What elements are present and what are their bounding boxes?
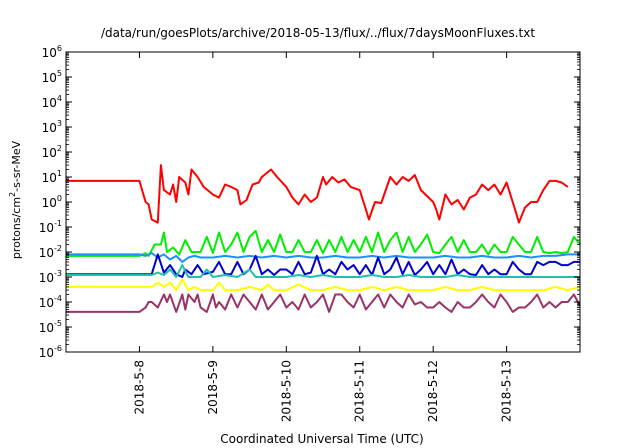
- x-tick-label: 2018-5-10: [279, 360, 293, 422]
- y-axis-label-sup: 2: [8, 192, 17, 197]
- y-tick-label-base: 10: [42, 121, 57, 135]
- y-tick-label: 10-2: [39, 244, 62, 260]
- chart-title: /data/run/goesPlots/archive/2018-05-13/f…: [101, 26, 535, 40]
- y-tick-label-base: 10: [42, 46, 57, 60]
- y-tick-label-base: 10: [42, 146, 57, 160]
- x-tick-label: 2018-5-9: [206, 360, 220, 414]
- y-tick-label-exponent: 1: [57, 169, 62, 178]
- y-tick-label: 105: [42, 69, 62, 85]
- y-tick-label-base: 10: [39, 296, 54, 310]
- y-tick-label: 100: [42, 194, 62, 210]
- series-layer: [66, 164, 581, 313]
- y-tick-label-base: 10: [39, 221, 54, 235]
- y-tick-label: 104: [42, 94, 62, 110]
- y-tick-label-base: 10: [42, 171, 57, 185]
- y-tick-label-base: 10: [42, 196, 57, 210]
- series-line-1: [66, 164, 569, 224]
- y-tick-label-exponent: 0: [57, 194, 62, 203]
- y-tick-label-base: 10: [39, 321, 54, 335]
- y-tick-label-base: 10: [42, 71, 57, 85]
- series-line-4: [66, 253, 580, 278]
- y-tick-label-exponent: -3: [54, 269, 62, 278]
- series-line-7: [66, 293, 581, 313]
- y-tick-label: 10-3: [39, 269, 62, 285]
- y-tick-label-exponent: 3: [57, 119, 62, 128]
- x-tick-label: 2018-5-11: [353, 360, 367, 422]
- series-line-5: [66, 264, 580, 278]
- y-tick-label-exponent: -1: [54, 219, 62, 228]
- y-tick-label-base: 10: [39, 346, 54, 360]
- series-line-3: [66, 252, 580, 263]
- x-axis-label: Coordinated Universal Time (UTC): [220, 432, 423, 446]
- y-axis-label-base: protons/cm: [10, 197, 23, 259]
- y-tick-label-exponent: 2: [57, 144, 62, 153]
- y-tick-label-exponent: -5: [54, 319, 62, 328]
- y-axis-label-rest: -s-sr-MeV: [10, 140, 23, 191]
- y-tick-label: 106: [42, 44, 62, 60]
- series-line-2: [66, 229, 581, 257]
- y-tick-label-exponent: -4: [54, 294, 62, 303]
- y-tick-label-exponent: 6: [57, 44, 62, 53]
- y-tick-label: 102: [42, 144, 62, 160]
- y-tick-label: 10-4: [39, 294, 62, 310]
- y-tick-label-base: 10: [39, 246, 54, 260]
- y-tick-label-exponent: -6: [54, 344, 62, 353]
- y-axis-ticks: 10-610-510-410-310-210-11001011021031041…: [39, 44, 580, 360]
- y-tick-label-base: 10: [42, 96, 57, 110]
- y-axis-label: protons/cm2-s-sr-MeV: [8, 140, 23, 259]
- y-tick-label: 103: [42, 119, 62, 135]
- x-tick-label: 2018-5-8: [132, 360, 146, 414]
- y-tick-label: 101: [42, 169, 62, 185]
- y-tick-label: 10-5: [39, 319, 62, 335]
- y-tick-label-exponent: 5: [57, 69, 62, 78]
- y-tick-label: 10-6: [39, 344, 62, 360]
- x-axis-ticks: 2018-5-8 2018-5-9 2018-5-10 2018-5-11 2018-5…: [132, 52, 514, 422]
- y-tick-label: 10-1: [39, 219, 62, 235]
- x-tick-label: 2018-5-12: [426, 360, 440, 422]
- x-tick-label: 2018-5-13: [500, 360, 514, 422]
- y-tick-label-exponent: -2: [54, 244, 62, 253]
- y-tick-label-base: 10: [39, 271, 54, 285]
- plot-frame: [65, 51, 581, 353]
- series-line-6: [66, 278, 581, 292]
- y-tick-label-exponent: 4: [57, 94, 62, 103]
